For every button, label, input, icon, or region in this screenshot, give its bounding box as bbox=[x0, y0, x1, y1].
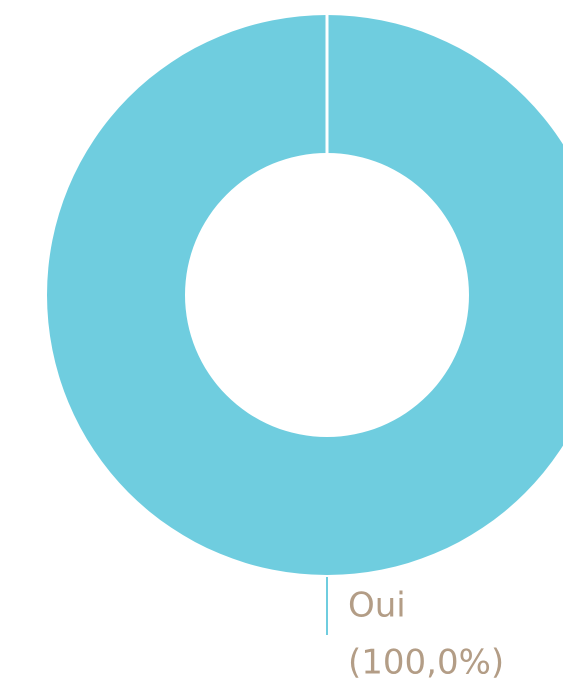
donut-slice bbox=[47, 15, 563, 575]
slice-value-label: (100,0%) bbox=[348, 643, 504, 683]
slice-label: Oui bbox=[348, 586, 406, 626]
